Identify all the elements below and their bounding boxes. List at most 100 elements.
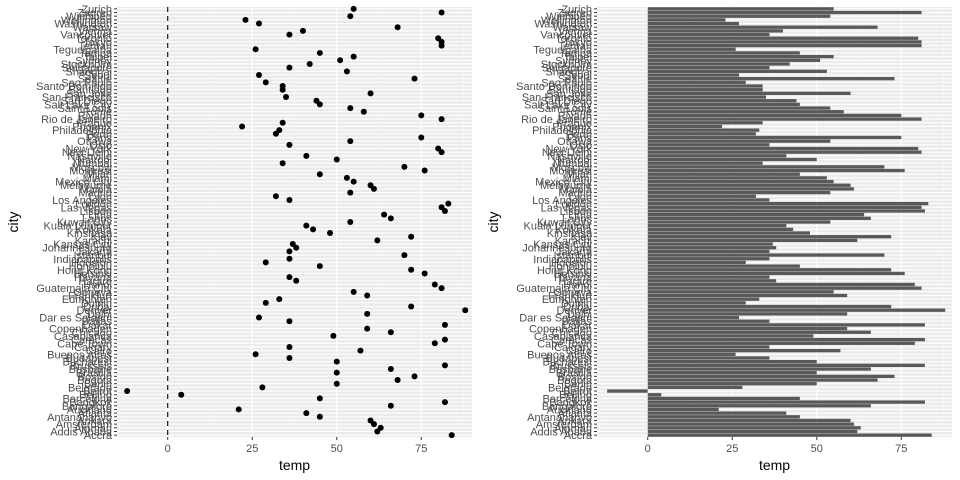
y-tick-label: Havana — [554, 272, 593, 284]
data-point — [252, 46, 259, 53]
y-tick-label: Mumbai — [553, 158, 592, 170]
y-tick-label: Vancouver — [60, 30, 112, 42]
data-point — [347, 13, 354, 20]
bar — [647, 124, 723, 129]
y-tick-label: Kinshasa — [67, 228, 113, 240]
bar — [647, 32, 770, 37]
bar — [647, 132, 756, 136]
y-tick-label: Atlanta — [558, 408, 593, 420]
bar — [647, 216, 871, 220]
y-tick-label: Nashville — [547, 151, 592, 163]
y-tick-label: Kinshasa — [547, 228, 593, 240]
data-point — [286, 343, 293, 350]
bar — [647, 341, 915, 345]
y-tick-label: Montreal — [69, 166, 112, 178]
y-tick-label: Karachi — [555, 235, 592, 247]
y-tick-label: Houston — [71, 257, 112, 269]
y-tick-label: Kansas City — [53, 239, 112, 251]
bar — [647, 10, 922, 15]
bar — [647, 260, 746, 265]
bar — [647, 73, 739, 77]
y-tick-label: Los Angeles — [532, 195, 592, 207]
y-tick-label: Dallas — [561, 316, 592, 328]
y-tick-label: Amsterdam — [536, 419, 592, 431]
data-point — [408, 266, 415, 273]
bar — [647, 117, 922, 121]
y-tick-label: Auckland — [547, 404, 592, 416]
y-tick-label: Geneva — [73, 287, 112, 299]
y-tick-label: Accra — [564, 430, 593, 442]
y-tick-label: Brussels — [70, 360, 113, 372]
data-point — [286, 354, 293, 361]
bar — [647, 367, 871, 371]
data-point — [381, 211, 388, 218]
y-tick-label: Saint Louis — [58, 103, 113, 115]
y-tick-label: Cairo — [86, 346, 112, 358]
bar — [647, 231, 810, 235]
y-tick-label: San Francisco — [522, 92, 592, 104]
data-point — [367, 417, 374, 424]
y-tick-label: Madrid — [78, 188, 112, 200]
bar — [647, 415, 800, 419]
y-tick-label: Tampa — [79, 48, 113, 60]
y-tick-label: Saint Louis — [538, 103, 593, 115]
data-point — [286, 141, 293, 148]
bar — [647, 187, 854, 191]
y-tick-label: San Jose — [546, 88, 592, 100]
bar — [647, 14, 831, 18]
y-tick-label: Brussels — [550, 360, 593, 372]
data-point — [350, 178, 357, 185]
bar — [647, 433, 932, 437]
data-point — [445, 200, 452, 207]
bar — [647, 21, 739, 26]
y-tick-label: Nairobi — [557, 155, 592, 167]
data-point — [401, 163, 408, 170]
y-tick-label: Ankara — [557, 415, 593, 427]
data-point — [431, 281, 438, 288]
y-tick-label: Vienna — [558, 26, 593, 38]
y-tick-label: Seoul — [84, 70, 112, 82]
y-tick-label: Tegucigalpa — [533, 44, 593, 56]
data-point — [124, 388, 131, 395]
y-tick-label: Zurich — [81, 4, 112, 16]
y-tick-label: Los Angeles — [52, 195, 112, 207]
y-tick-label: Frankfurt — [68, 291, 112, 303]
data-point — [262, 259, 269, 266]
data-point — [350, 53, 357, 60]
bar — [647, 102, 800, 107]
y-tick-label: Tokyo — [563, 37, 592, 49]
y-tick-label: Johannesburg — [42, 243, 112, 255]
y-tick-label: Sao Paulo — [541, 77, 592, 89]
bar — [647, 264, 800, 268]
y-tick-label: Dar es Salaam — [519, 313, 592, 325]
y-tick-label: Nashville — [67, 151, 112, 163]
y-tick-label: Kuala Lumpur — [44, 221, 113, 233]
bar — [647, 135, 902, 140]
bar — [647, 290, 834, 294]
data-point — [333, 358, 340, 365]
data-point — [316, 395, 323, 402]
data-point — [316, 263, 323, 270]
y-tick-label: Philadelphia — [52, 125, 113, 137]
data-point — [350, 288, 357, 295]
bar — [647, 279, 777, 283]
y-tick-label: New York — [546, 143, 593, 155]
bar — [607, 389, 648, 393]
y-tick-label: Calgary — [554, 342, 592, 354]
y-tick-label: Santo Domingo — [36, 81, 112, 93]
y-tick-label: Sao Paulo — [61, 77, 112, 89]
y-tick-label: Addis Ababa — [50, 426, 113, 438]
y-tick-label: Rio de Janeiro — [521, 114, 592, 126]
bar — [647, 209, 925, 213]
data-point — [276, 127, 283, 134]
bar — [647, 172, 800, 176]
y-tick-label: San Francisco — [42, 92, 112, 104]
data-point — [367, 90, 374, 97]
bar — [647, 168, 905, 173]
y-tick-label: Lima — [88, 210, 113, 222]
bar — [647, 198, 770, 202]
data-point — [421, 270, 428, 277]
data-point — [441, 321, 448, 328]
data-point — [435, 145, 442, 152]
